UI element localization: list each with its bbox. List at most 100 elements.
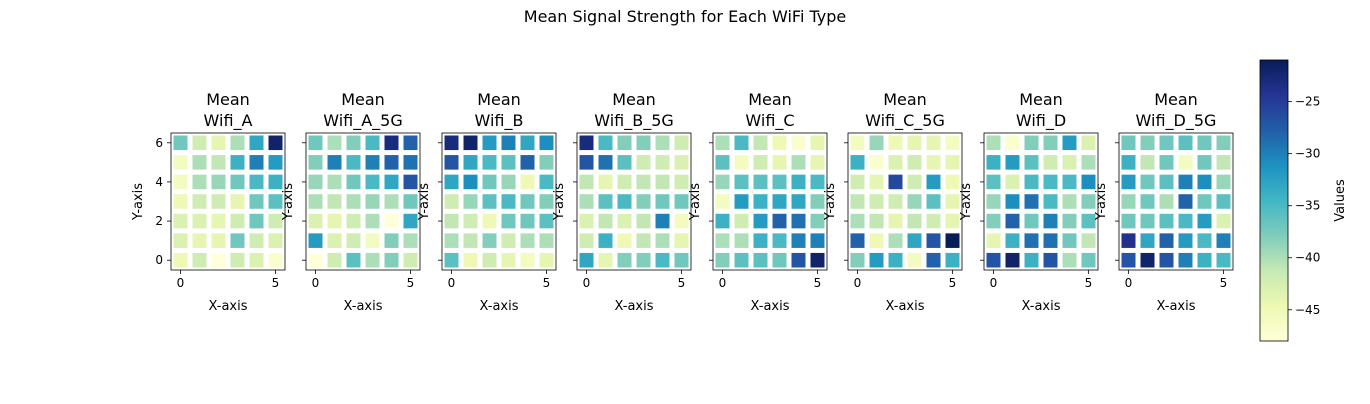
axes-frame (712, 132, 828, 271)
heatmap-cell (192, 233, 207, 248)
heatmap-cell (1081, 233, 1096, 248)
heatmap-panel: 0 5 0 2 4 6 Mean Wifi_A X-axis Y-axis (131, 90, 286, 314)
panels-layer: 0 5 0 2 4 6 Mean Wifi_A X-axis Y-axis 0 5 Mean Wifi_A… (131, 90, 1234, 314)
heatmap-cell (482, 174, 497, 190)
x-axis-label: X-axis (615, 299, 654, 314)
heatmap-cell (346, 252, 361, 268)
heatmap-cell (192, 174, 207, 190)
heatmap-cell (1121, 135, 1136, 151)
heatmap-cell (249, 194, 264, 209)
heatmap-cell (655, 213, 670, 229)
heatmap-cell (734, 213, 749, 229)
heatmap-cell (463, 233, 478, 248)
heatmap-cell (365, 252, 380, 268)
heatmap-cell (501, 155, 516, 170)
heatmap-cell (327, 135, 342, 151)
heatmap-cell (1005, 194, 1020, 209)
heatmap-cell (986, 155, 1001, 170)
heatmap-cell (674, 194, 689, 209)
heatmap-cell (888, 213, 903, 229)
heatmap-cell (384, 213, 399, 229)
heatmap-cell (791, 135, 806, 151)
heatmap-panel: 0 5 Mean Wifi_D_5G X-axis Y-axis (1094, 90, 1234, 314)
panel-title-line1: Mean (341, 90, 385, 109)
heatmap-cell (403, 194, 418, 209)
heatmap-cell (617, 233, 632, 248)
heatmap-cell (791, 252, 806, 268)
heatmap-cell (346, 174, 361, 190)
heatmap-cell (308, 252, 323, 268)
heatmap-cell (674, 252, 689, 268)
panel-title-line2: Wifi_D (1016, 111, 1066, 131)
heatmap-cell (230, 155, 245, 170)
heatmap-cell (463, 213, 478, 229)
heatmap-cell (1062, 252, 1077, 268)
heatmap-cell (791, 174, 806, 190)
heatmap-cell (173, 155, 188, 170)
y-axis-label: Y-axis (959, 183, 974, 221)
heatmap-cell (869, 233, 884, 248)
heatmap-cell (403, 174, 418, 190)
heatmap-cell (1043, 252, 1058, 268)
heatmap-cell (1216, 155, 1231, 170)
panel-title-line2: Wifi_B_5G (594, 111, 674, 131)
heatmap-cell (734, 135, 749, 151)
heatmap-cell (1197, 174, 1212, 190)
heatmap-cell (772, 213, 787, 229)
heatmap-cell (1197, 213, 1212, 229)
heatmap-cell (539, 252, 554, 268)
heatmap-cell (810, 213, 825, 229)
heatmap-cell (810, 194, 825, 209)
heatmap-cell (753, 213, 768, 229)
heatmap-cell (791, 233, 806, 248)
heatmap-panel: 0 5 Mean Wifi_C_5G X-axis Y-axis (823, 90, 963, 314)
heatmap-cell (1140, 174, 1155, 190)
heatmap-cell (907, 213, 922, 229)
heatmap-cell (539, 135, 554, 151)
heatmap-cell (772, 155, 787, 170)
heatmap-cell (598, 194, 613, 209)
heatmap-cell (308, 194, 323, 209)
heatmap-cell (1197, 194, 1212, 209)
heatmap-cell (1043, 233, 1058, 248)
heatmap-cell (1178, 155, 1193, 170)
colorbar-gradient (1260, 60, 1288, 341)
x-tick-label: 5 (1085, 276, 1093, 290)
heatmap-cell (384, 194, 399, 209)
heatmap-cell (636, 252, 651, 268)
heatmap-cell (1024, 174, 1039, 190)
heatmap-cell (327, 213, 342, 229)
heatmap-cell (482, 252, 497, 268)
heatmap-cell (907, 174, 922, 190)
heatmap-cell (1140, 135, 1155, 151)
heatmap-cell (850, 155, 865, 170)
heatmap-cell (1062, 213, 1077, 229)
heatmap-panel: 0 5 Mean Wifi_B_5G X-axis Y-axis (552, 90, 692, 314)
heatmap-cell (617, 135, 632, 151)
heatmap-cell (211, 135, 226, 151)
heatmap-cell (636, 213, 651, 229)
heatmap-cell (1024, 194, 1039, 209)
heatmap-cell (1216, 233, 1231, 248)
heatmap-cell (986, 194, 1001, 209)
heatmap-cell (888, 252, 903, 268)
heatmap-cell (986, 174, 1001, 190)
heatmap-cell (598, 155, 613, 170)
heatmap-cell (753, 174, 768, 190)
y-tick-label: 6 (155, 136, 163, 150)
x-axis-label: X-axis (751, 299, 790, 314)
heatmap-cell (365, 135, 380, 151)
colorbar-tick-label: −35 (1295, 199, 1320, 213)
heatmap-cell (791, 194, 806, 209)
heatmap-cell (211, 233, 226, 248)
heatmap-cell (384, 155, 399, 170)
panel-title-line1: Mean (1154, 90, 1198, 109)
colorbar-tick-label: −30 (1295, 147, 1320, 161)
heatmap-cell (444, 155, 459, 170)
heatmap-cell (520, 233, 535, 248)
x-tick-label: 5 (1220, 276, 1228, 290)
heatmap-cell (1178, 233, 1193, 248)
heatmap-cell (674, 155, 689, 170)
heatmap-cell (986, 252, 1001, 268)
